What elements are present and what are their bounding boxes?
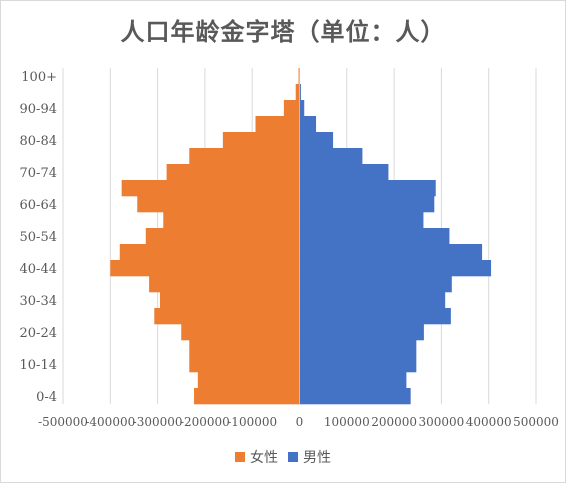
bar-female-95-99 <box>295 84 300 101</box>
bar-female-5-9 <box>197 372 300 389</box>
legend: 女性 男性 <box>0 447 566 467</box>
bar-male-15-19 <box>299 340 417 357</box>
bar-female-0-4 <box>194 388 300 405</box>
bar-male-45-49 <box>299 244 483 261</box>
bar-male-95-99 <box>299 84 301 101</box>
bars <box>110 68 492 405</box>
y-tick-label: 30-34 <box>20 294 57 309</box>
legend-item-female: 女性 <box>235 447 278 467</box>
bar-male-65-69 <box>299 180 436 197</box>
bar-male-70-74 <box>299 164 389 181</box>
legend-label-male: 男性 <box>303 450 331 466</box>
x-tick-label: -500000 <box>38 415 88 429</box>
bar-female-80-84 <box>222 132 300 149</box>
x-tick-label: -100000 <box>227 415 277 429</box>
y-tick-label: 40-44 <box>20 262 57 277</box>
bar-female-10-14 <box>189 356 300 373</box>
legend-label-female: 女性 <box>250 450 278 466</box>
bar-female-45-49 <box>119 244 300 261</box>
bar-female-75-79 <box>189 148 300 165</box>
chart-title: 人口年龄金字塔（单位：人） <box>120 17 446 46</box>
x-tick-label: 200000 <box>371 415 417 429</box>
bar-male-60-64 <box>299 196 435 213</box>
x-tick-label: 0 <box>296 415 304 429</box>
bar-female-35-39 <box>149 276 300 293</box>
y-tick-label: 10-14 <box>20 358 57 373</box>
y-tick-labels: 0-4 10-14 20-24 30-34 40-44 50-54 60-64 70-74 80… <box>20 70 57 405</box>
legend-item-male: 男性 <box>288 447 331 467</box>
y-tick-label: 0-4 <box>36 390 57 405</box>
bar-male-80-84 <box>299 132 334 149</box>
bar-male-10-14 <box>299 356 417 373</box>
bar-male-25-29 <box>299 308 451 325</box>
bar-female-20-24 <box>181 324 300 341</box>
bar-female-65-69 <box>121 180 300 197</box>
x-tick-label: -300000 <box>133 415 183 429</box>
bar-female-85-89 <box>255 116 300 133</box>
bar-female-70-74 <box>166 164 300 181</box>
bar-male-20-24 <box>299 324 424 341</box>
bar-female-60-64 <box>137 196 300 213</box>
x-tick-label: 100000 <box>324 415 370 429</box>
x-tick-label: -400000 <box>85 415 135 429</box>
bar-male-5-9 <box>299 372 407 389</box>
legend-swatch-female <box>235 452 245 462</box>
x-tick-labels: -500000-400000-300000-200000-100000 0 1000… <box>38 415 559 429</box>
legend-swatch-male <box>288 452 298 462</box>
x-tick-label: -200000 <box>180 415 230 429</box>
x-tick-label: 500000 <box>513 415 559 429</box>
bar-male-0-4 <box>299 388 411 405</box>
bar-female-50-54 <box>145 228 300 245</box>
x-tick-label: 300000 <box>418 415 464 429</box>
y-tick-label: 80-84 <box>20 134 57 149</box>
y-tick-label: 60-64 <box>20 198 57 213</box>
bar-female-40-44 <box>110 260 300 277</box>
bar-female-30-34 <box>159 292 300 309</box>
y-tick-label: 90-94 <box>20 102 57 117</box>
bar-male-40-44 <box>299 260 492 277</box>
bar-male-35-39 <box>299 276 452 293</box>
y-tick-label: 70-74 <box>20 166 57 181</box>
bar-male-30-34 <box>299 292 446 309</box>
x-tick-label: 400000 <box>466 415 512 429</box>
bar-male-75-79 <box>299 148 363 165</box>
bar-female-15-19 <box>189 340 300 357</box>
y-tick-label: 20-24 <box>20 326 57 341</box>
bar-female-55-59 <box>163 212 300 229</box>
bar-male-55-59 <box>299 212 424 229</box>
bar-male-85-89 <box>299 116 317 133</box>
y-tick-label: 50-54 <box>20 230 57 245</box>
bar-female-90-94 <box>283 100 300 117</box>
bar-male-90-94 <box>299 100 305 117</box>
bar-male-50-54 <box>299 228 450 245</box>
bar-female-25-29 <box>154 308 300 325</box>
y-tick-label: 100+ <box>21 70 57 85</box>
